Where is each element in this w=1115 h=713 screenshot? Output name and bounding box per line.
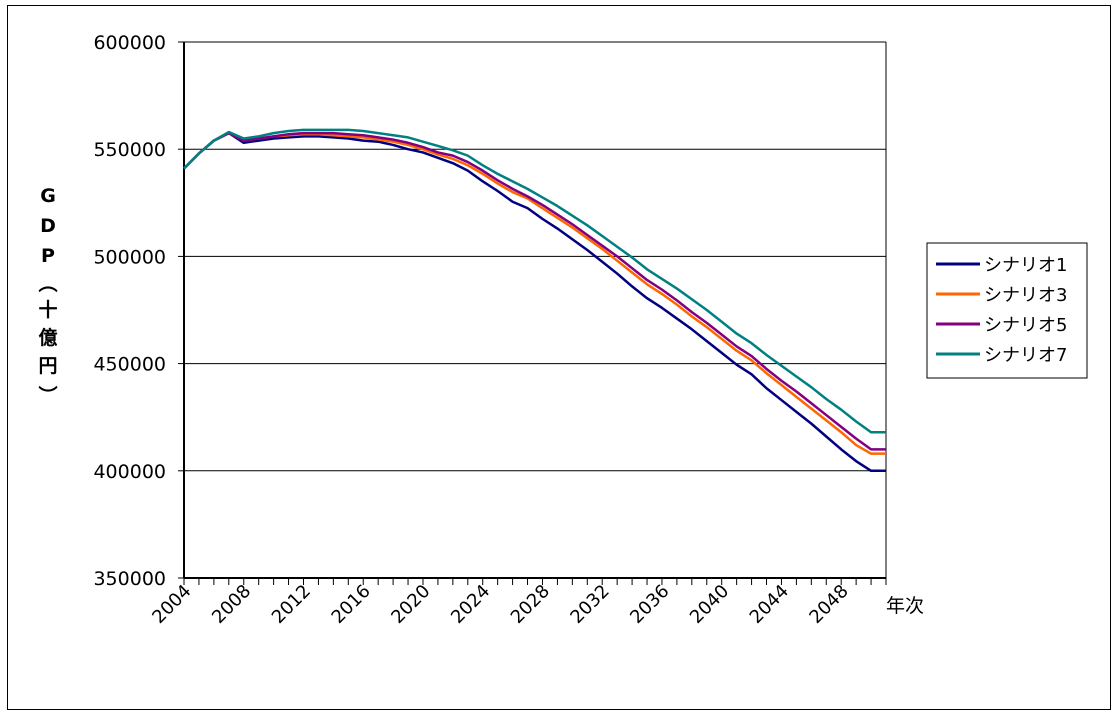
x-tick-label: 2032 bbox=[567, 581, 614, 628]
y-axis-label-char: ） bbox=[36, 385, 59, 404]
y-axis-label-char: P bbox=[41, 245, 55, 267]
y-axis-label-char: 十 bbox=[38, 298, 57, 321]
series-line-2 bbox=[183, 131, 886, 455]
legend-label-1: シナリオ1 bbox=[984, 255, 1067, 276]
y-tick-label: 450000 bbox=[93, 354, 166, 376]
legend-label-4: シナリオ7 bbox=[984, 345, 1067, 366]
x-tick-label: 2044 bbox=[746, 581, 793, 628]
x-axis-label: 年次 bbox=[886, 595, 924, 617]
y-tick-label: 600000 bbox=[93, 32, 166, 54]
series-lines bbox=[183, 128, 886, 473]
x-tick-label: 2012 bbox=[268, 581, 315, 628]
y-axis-label-char: 億 bbox=[38, 326, 57, 349]
y-axis-label: GDP （ 十億円 ） bbox=[36, 185, 59, 405]
legend-label-2: シナリオ3 bbox=[984, 285, 1067, 306]
series-line-1 bbox=[183, 131, 886, 473]
y-axis-label-char: G bbox=[40, 185, 56, 207]
x-tick-labels: 2004 2008 2012 2016 2020 2024 2028 2032 2036 2040… bbox=[148, 578, 887, 628]
x-tick-label: 2008 bbox=[208, 581, 255, 628]
x-tick-label: 2040 bbox=[686, 581, 733, 628]
y-axis-label-char: 円 bbox=[38, 355, 57, 377]
legend: シナリオ1 シナリオ3 シナリオ5 シナリオ7 bbox=[926, 242, 1088, 379]
x-tick-label: 2016 bbox=[328, 581, 375, 628]
y-tick-label: 350000 bbox=[93, 568, 166, 590]
y-tick-label: 550000 bbox=[93, 139, 166, 161]
y-axis-label-char: （ bbox=[36, 273, 59, 292]
x-tick-label: 2036 bbox=[626, 581, 673, 628]
gridlines bbox=[184, 41, 887, 578]
x-tick-label: 2028 bbox=[507, 581, 554, 628]
y-tick-label: 500000 bbox=[93, 246, 166, 268]
x-tick-label: 2048 bbox=[805, 581, 852, 628]
y-axis-label-char: D bbox=[40, 215, 56, 237]
x-tick-label: 2024 bbox=[447, 581, 494, 628]
axes bbox=[183, 42, 886, 579]
legend-label-3: シナリオ5 bbox=[984, 315, 1067, 336]
chart-frame bbox=[7, 5, 1111, 710]
y-tick-labels: 600000 550000 500000 450000 400000 350000 bbox=[93, 32, 184, 590]
y-tick-label: 400000 bbox=[93, 461, 166, 483]
series-line-3 bbox=[183, 131, 886, 451]
series-line-4 bbox=[183, 128, 886, 434]
x-tick-label: 2020 bbox=[387, 581, 434, 628]
